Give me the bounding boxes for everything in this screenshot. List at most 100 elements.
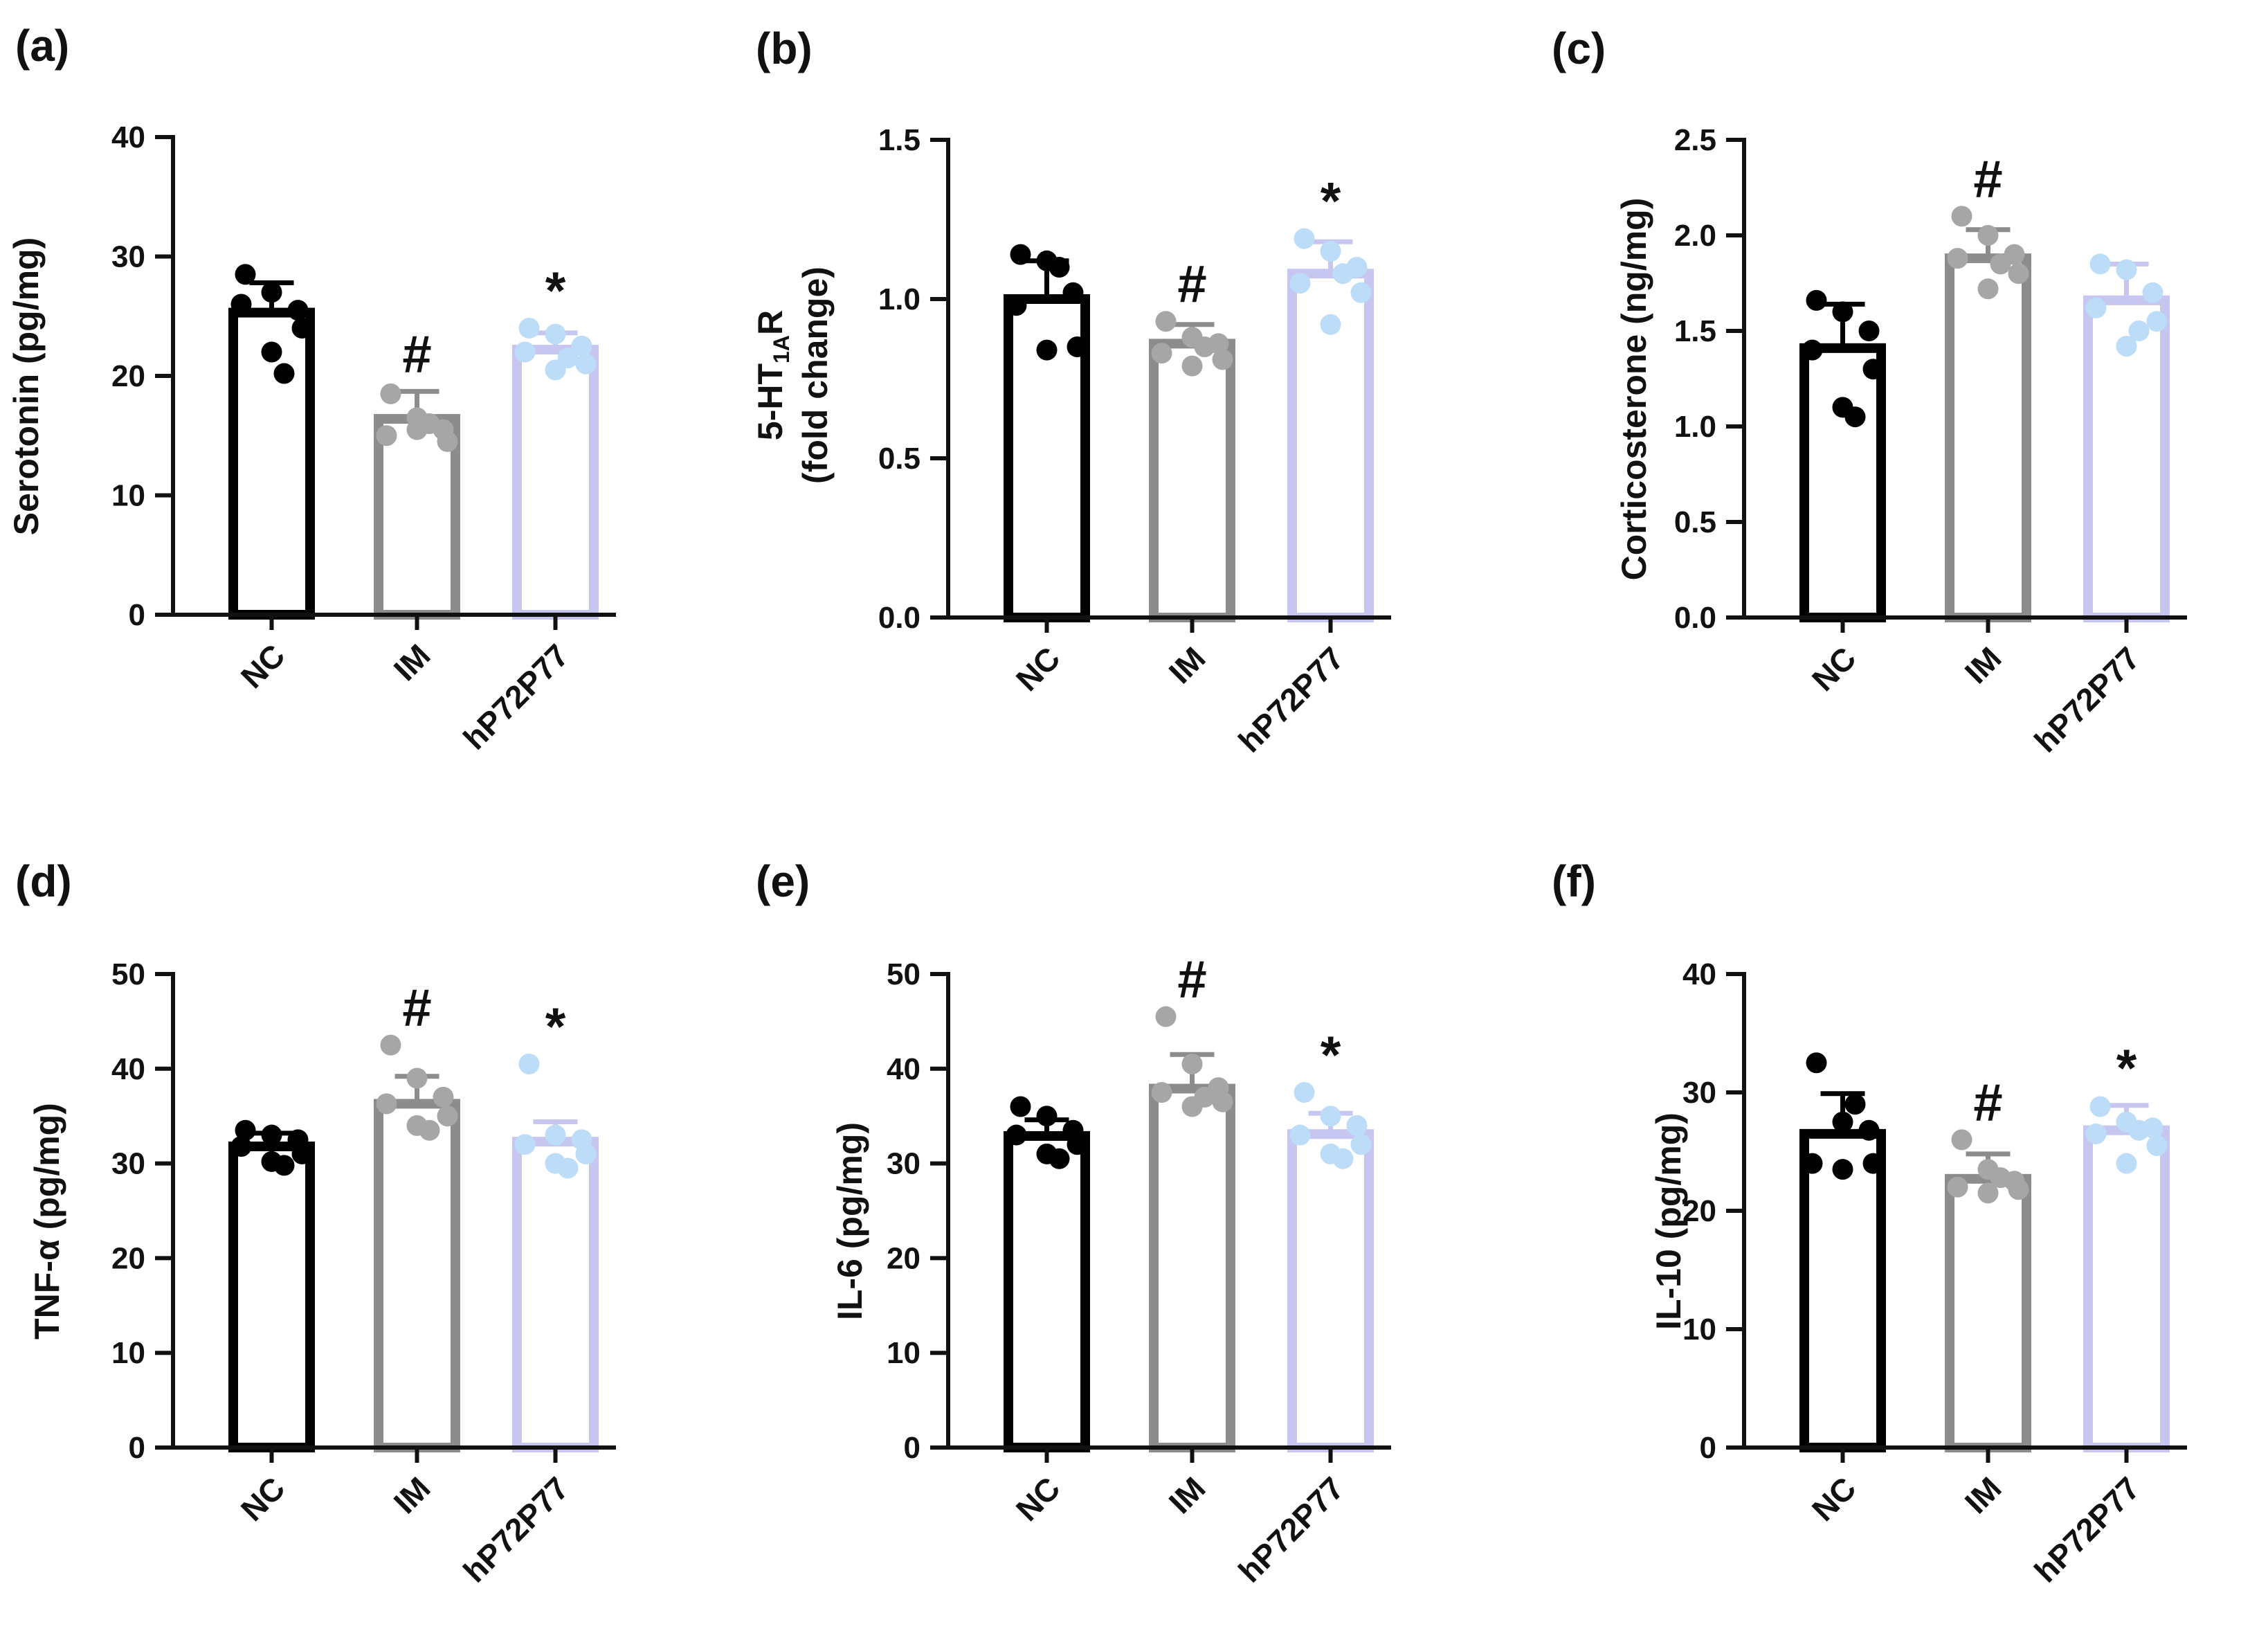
y-tick-label: 2.0 — [1674, 219, 1716, 253]
y-tick-label: 20 — [887, 1241, 920, 1275]
data-point-hP72P77 — [2116, 336, 2137, 357]
panel-label: (a) — [15, 21, 69, 71]
significance-hash: # — [402, 325, 431, 384]
data-point-IM — [1212, 349, 1233, 370]
bar-IM — [1945, 253, 2031, 622]
data-point-IM — [1194, 336, 1215, 357]
y-tick-label: 2.5 — [1674, 123, 1716, 157]
data-point-IM — [1194, 1086, 1215, 1108]
y-tick-label: 40 — [1682, 957, 1716, 991]
data-point-IM — [1990, 1167, 2011, 1189]
data-point-hP72P77 — [2142, 282, 2163, 303]
data-point-NC — [291, 1143, 313, 1164]
data-point-IM — [376, 425, 397, 447]
y-tick-label: 30 — [887, 1147, 920, 1181]
bar-hP72P77 — [512, 1137, 599, 1452]
data-point-NC — [273, 363, 295, 384]
y-tick-label: 30 — [111, 1147, 145, 1181]
bar-hP72P77 — [1287, 1129, 1374, 1453]
data-point-NC — [1862, 1153, 1884, 1174]
y-tick-label: 10 — [111, 1336, 145, 1370]
data-point-hP72P77 — [1350, 282, 1372, 303]
data-point-NC — [1802, 1153, 1823, 1174]
y-tick-label: 0.5 — [1674, 505, 1716, 539]
data-point-IM — [1977, 1182, 1999, 1204]
data-point-hP72P77 — [2128, 1119, 2150, 1141]
data-point-NC — [235, 264, 256, 285]
data-point-NC — [1832, 1159, 1853, 1180]
category-label: IM — [1958, 640, 2008, 690]
category-label: NC — [1009, 1470, 1067, 1528]
data-point-hP72P77 — [514, 341, 536, 363]
category-label: IM — [1958, 1470, 2008, 1520]
significance-star: * — [2116, 1039, 2137, 1098]
data-point-NC — [1067, 1134, 1088, 1155]
data-point-hP72P77 — [518, 1053, 540, 1074]
y-tick-label: 0 — [1700, 1431, 1716, 1465]
bar-IM — [1149, 339, 1235, 622]
y-tick-label: 1.0 — [1674, 410, 1716, 444]
significance-star: * — [1321, 172, 1341, 231]
data-point-IM — [1181, 1053, 1203, 1074]
data-point-NC — [1862, 359, 1884, 380]
data-point-IM — [376, 1093, 397, 1115]
significance-star: * — [545, 998, 566, 1056]
data-point-IM — [1990, 253, 2011, 275]
category-label: hP72P77 — [2027, 640, 2146, 759]
panel-label: (c) — [1552, 24, 1606, 73]
data-point-hP72P77 — [2146, 1135, 2168, 1156]
bar-IM — [1945, 1173, 2031, 1452]
data-point-NC — [1844, 406, 1866, 428]
data-point-hP72P77 — [1294, 1082, 1315, 1103]
category-label: NC — [1805, 640, 1863, 698]
data-point-NC — [1802, 339, 1823, 361]
y-tick-label: 1.0 — [878, 282, 920, 316]
y-axis-label: Serotonin (pg/mg) — [7, 237, 46, 536]
category-label: IM — [387, 1470, 437, 1520]
data-point-IM — [380, 1034, 401, 1056]
category-label: NC — [1805, 1470, 1863, 1528]
data-point-hP72P77 — [545, 1124, 566, 1146]
panel-label: (d) — [15, 856, 72, 906]
data-point-NC — [1806, 289, 1827, 311]
data-point-IM — [406, 1067, 428, 1089]
y-tick-label: 20 — [1682, 1194, 1716, 1228]
y-tick-label: 40 — [111, 120, 145, 154]
category-label: NC — [234, 637, 292, 695]
bar-hP72P77 — [2083, 1125, 2170, 1452]
panel-label: (b) — [756, 24, 813, 73]
data-point-hP72P77 — [1320, 1106, 1341, 1127]
y-axis-label: Corticosterone (ng/mg) — [1615, 198, 1653, 581]
category-label: IM — [1162, 1470, 1213, 1520]
data-point-NC — [1010, 244, 1031, 265]
data-point-NC — [287, 300, 309, 321]
y-axis-label-line2: (fold change) — [796, 267, 835, 484]
data-point-IM — [1977, 278, 1999, 300]
data-point-NC — [1006, 1124, 1027, 1146]
data-point-IM — [1155, 1006, 1177, 1027]
y-tick-label: 40 — [111, 1052, 145, 1086]
y-tick-label: 1.5 — [1674, 314, 1716, 348]
data-point-NC — [1067, 336, 1088, 357]
data-point-IM — [1947, 1176, 1968, 1198]
data-point-NC — [1832, 1111, 1853, 1133]
category-label: NC — [1009, 640, 1067, 698]
category-label: hP72P77 — [456, 1470, 575, 1589]
data-point-NC — [261, 1124, 282, 1146]
category-label: IM — [1162, 640, 1213, 690]
data-point-IM — [1212, 1091, 1233, 1112]
data-point-NC — [1049, 1148, 1070, 1169]
y-axis-label-subscript: 1A — [769, 335, 794, 363]
y-tick-label: 0.5 — [878, 442, 920, 476]
data-point-NC — [291, 318, 313, 339]
category-label: NC — [234, 1470, 292, 1528]
bar-NC — [228, 1141, 315, 1452]
panel-d: (d) NC # IM * hP72P77 0 10 20 30 40 50 TNF-α (pg/mg) — [15, 856, 616, 1589]
data-point-hP72P77 — [518, 318, 540, 339]
panel-e: (e) NC # IM * hP72P77 0 10 20 30 40 50 IL-6 (pg/mg) — [756, 856, 1391, 1589]
category-label: hP72P77 — [1231, 640, 1350, 759]
data-point-NC — [1858, 321, 1880, 341]
data-point-hP72P77 — [571, 335, 592, 357]
data-point-hP72P77 — [1320, 241, 1341, 262]
